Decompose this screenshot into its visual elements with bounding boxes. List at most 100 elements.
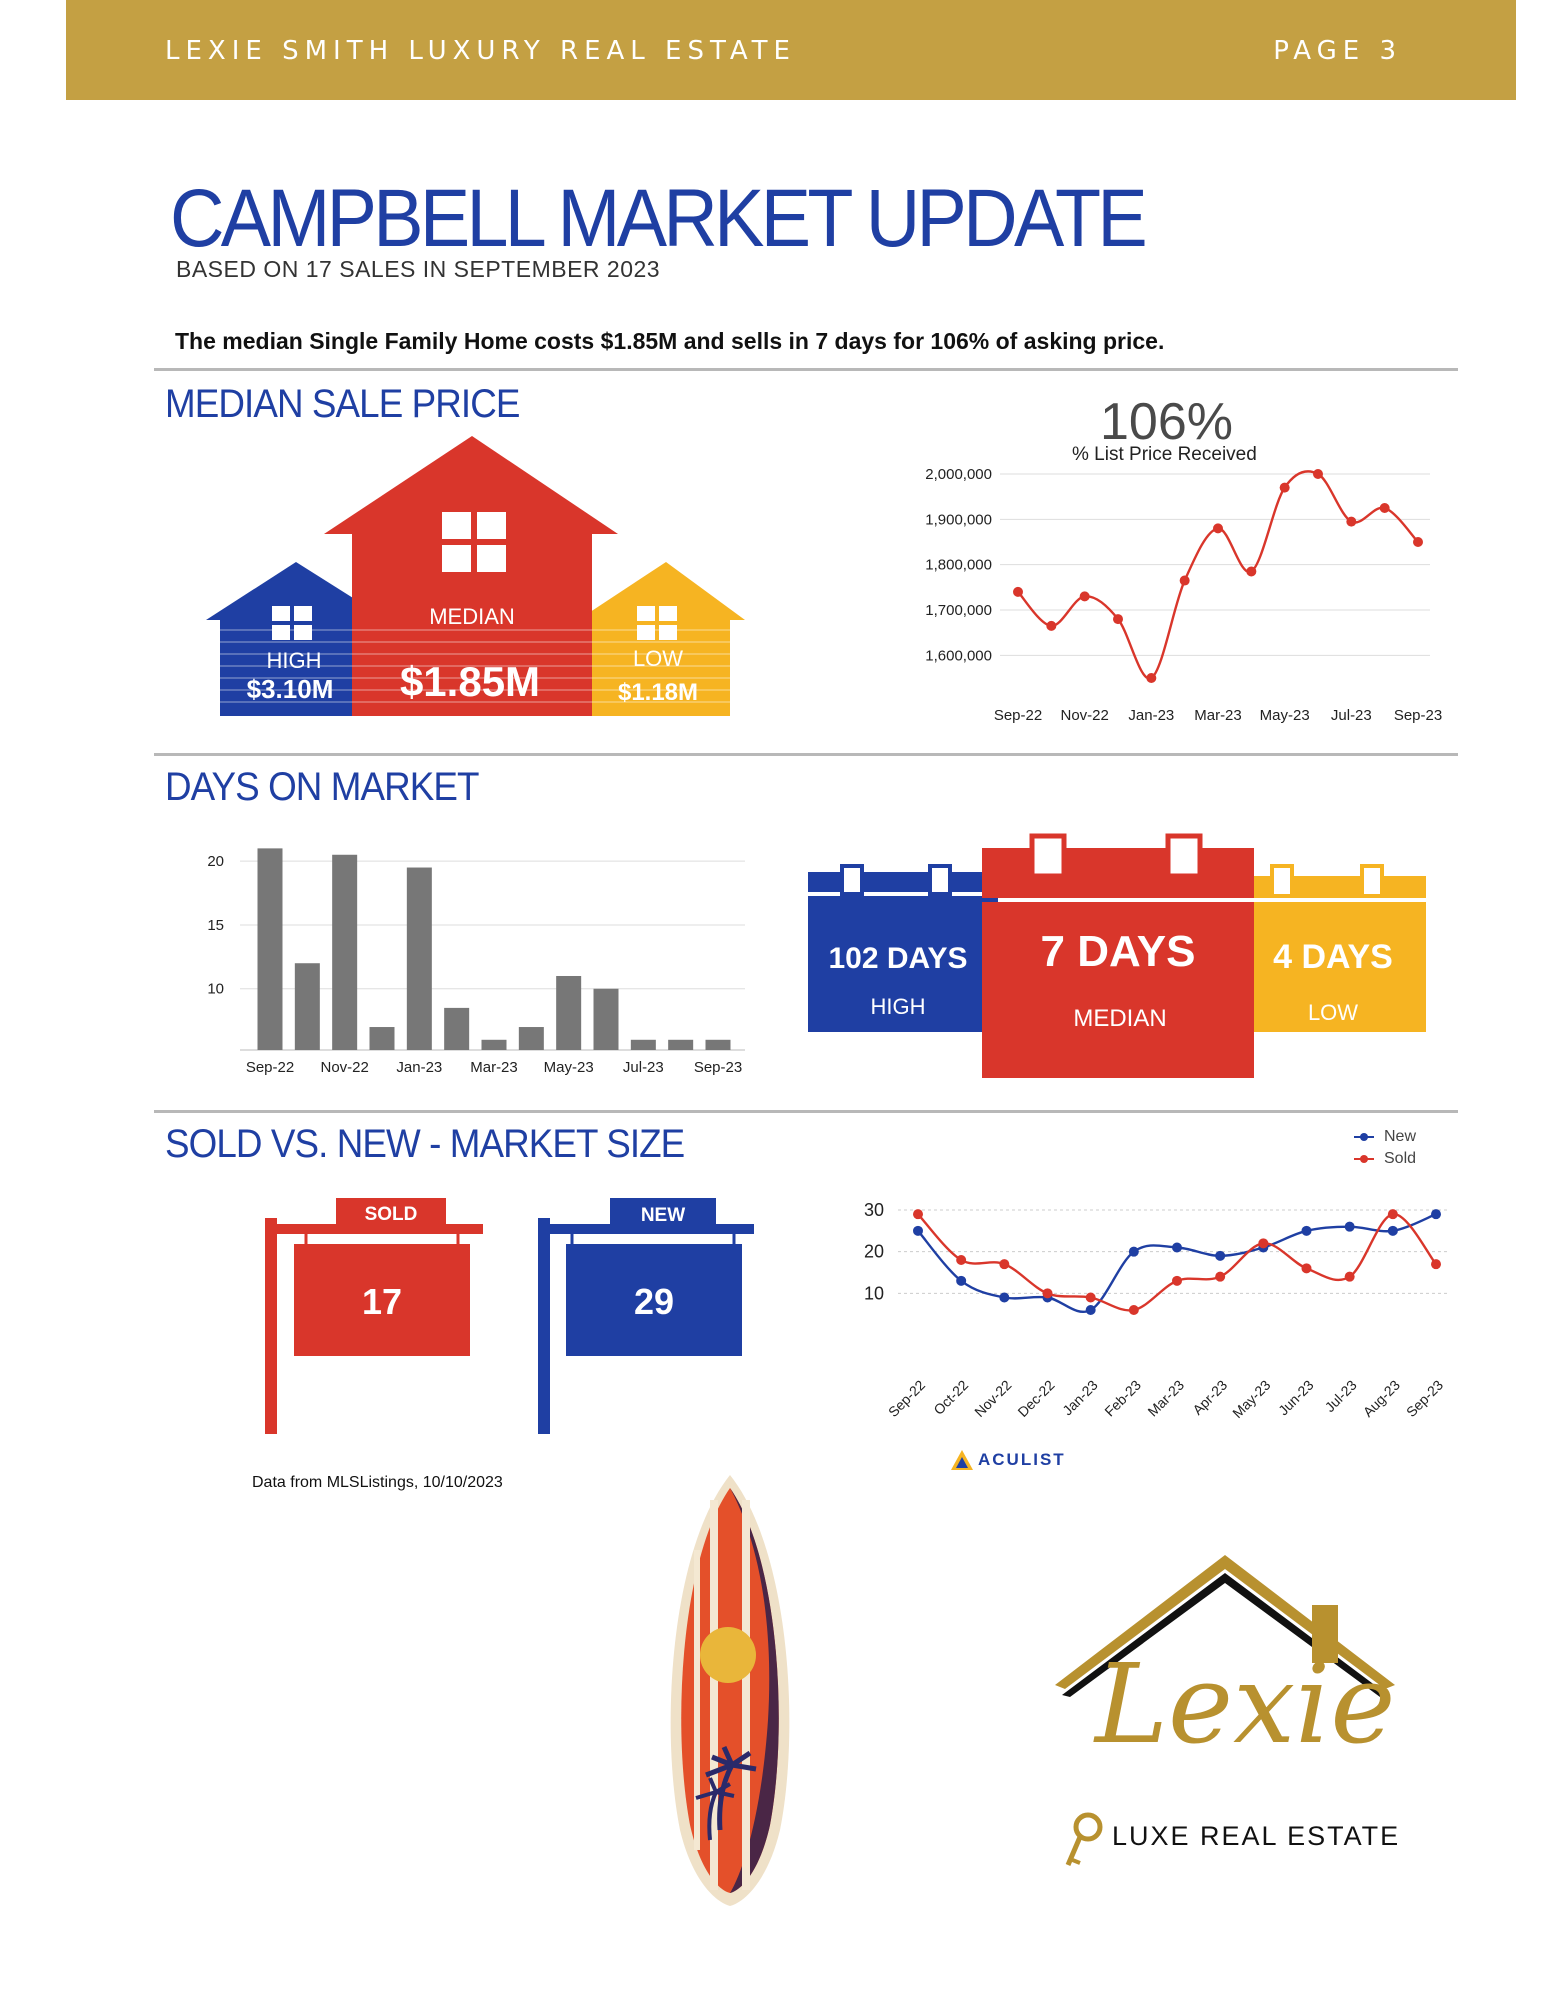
days-on-market-bar-chart: 10 15 20 Sep-22 Nov-22 Jan-23 Mar-23 May-23 Jul-… <box>207 848 745 1076</box>
series-point-sold <box>1344 1271 1355 1282</box>
calendar-high <box>808 896 998 1032</box>
series-point-new <box>956 1275 967 1286</box>
median-price-point <box>1046 620 1057 631</box>
days-bar <box>668 1039 694 1050</box>
series-point-sold <box>999 1259 1010 1270</box>
new-sign-post <box>538 1218 550 1434</box>
sold-sign-board <box>294 1244 470 1356</box>
section-heading-price: MEDIAN SALE PRICE <box>165 382 520 426</box>
divider <box>154 368 1458 371</box>
logo-subtitle: LUXE REAL ESTATE <box>1112 1821 1401 1851</box>
x-tick-label: Sep-22 <box>994 707 1042 724</box>
calendar-high-value: 102 DAYS <box>829 942 968 975</box>
days-bar <box>593 988 619 1050</box>
data-source-note: Data from MLSListings, 10/10/2023 <box>252 1474 503 1491</box>
median-price-point <box>1413 537 1423 547</box>
calendar-low-value: 4 DAYS <box>1273 938 1393 976</box>
list-price-label: % List Price Received <box>1072 444 1257 465</box>
lexie-logo-house-icon <box>1055 1555 1395 1866</box>
house-high-roof <box>206 562 388 620</box>
divider <box>154 753 1458 756</box>
days-bar <box>369 1027 395 1050</box>
house-median-label: MEDIAN <box>429 604 515 629</box>
list-price-percent: 106% <box>1100 393 1233 451</box>
x-tick-label: Sep-22 <box>246 1059 294 1076</box>
price-houses-graphic: HIGH $3.10M MEDIAN $1.85M LOW $1.18M <box>206 436 745 716</box>
y-tick-label: 1,600,000 <box>925 647 992 664</box>
series-point-sold <box>1172 1275 1182 1286</box>
median-price-point <box>1113 614 1123 625</box>
house-high-label: HIGH <box>267 648 322 673</box>
x-tick-label: Jun-23 <box>1275 1377 1317 1419</box>
x-tick-label: Nov-22 <box>1060 707 1108 724</box>
section-heading-days: DAYS ON MARKET <box>165 765 480 809</box>
house-low-value: $1.18M <box>618 679 698 706</box>
x-tick-label: Mar-23 <box>1194 707 1242 724</box>
x-tick-label: Apr-23 <box>1189 1377 1230 1418</box>
x-tick-label: Jul-23 <box>623 1059 664 1076</box>
y-tick-label: 1,900,000 <box>925 511 992 528</box>
x-tick-label: Jan-23 <box>1128 707 1174 724</box>
sold-sign-title-box <box>336 1198 446 1228</box>
x-tick-label: Sep-23 <box>1403 1377 1446 1420</box>
x-tick-label: Dec-22 <box>1014 1377 1057 1420</box>
series-point-new <box>999 1292 1010 1303</box>
summary-sentence: The median Single Family Home costs $1.8… <box>175 328 1165 354</box>
days-bar <box>406 867 432 1050</box>
calendar-median-label: MEDIAN <box>1073 1005 1166 1032</box>
house-median-value: $1.85M <box>400 658 540 705</box>
series-point-sold <box>1301 1263 1312 1274</box>
series-point-sold <box>1042 1288 1053 1299</box>
calendar-low <box>1236 902 1426 1032</box>
page-number: PAGE 3 <box>1273 36 1402 66</box>
x-tick-label: May-23 <box>1260 707 1310 724</box>
series-point-sold <box>1431 1259 1441 1270</box>
divider <box>154 1110 1458 1113</box>
days-bar <box>630 1039 656 1050</box>
y-tick-label: 20 <box>864 1242 884 1262</box>
series-point-sold <box>1085 1292 1096 1303</box>
median-price-point <box>1379 503 1390 513</box>
median-price-point <box>1179 575 1190 586</box>
series-point-sold <box>913 1209 923 1220</box>
surfboard-illustration <box>670 1475 790 1906</box>
median-price-point <box>1079 591 1090 602</box>
series-point-sold <box>956 1255 967 1265</box>
x-tick-label: Sep-23 <box>1394 707 1442 724</box>
x-tick-label: Jan-23 <box>396 1059 442 1076</box>
series-point-new <box>1085 1305 1096 1315</box>
calendar-median <box>982 902 1254 1078</box>
sold-new-signs-graphic: SOLD 17 NEW 29 <box>265 1198 754 1434</box>
median-price-point <box>1279 482 1290 493</box>
y-tick-label: 2,000,000 <box>925 466 992 483</box>
legend-item-sold: Sold <box>1354 1148 1416 1170</box>
days-bar <box>481 1039 507 1050</box>
new-sign-title-box <box>610 1198 716 1228</box>
median-price-point <box>1346 516 1357 527</box>
section-heading-sold-new: SOLD VS. NEW - MARKET SIZE <box>165 1122 685 1166</box>
x-tick-label: Nov-22 <box>971 1377 1014 1420</box>
x-tick-label: Jul-23 <box>1331 707 1372 724</box>
aculist-logo-icon <box>951 1450 973 1470</box>
days-bar <box>556 975 582 1050</box>
calendar-high-label: HIGH <box>871 994 926 1019</box>
calendar-low-label: LOW <box>1308 1000 1358 1025</box>
sold-sign-post <box>265 1218 277 1434</box>
series-point-sold <box>1128 1305 1139 1315</box>
days-calendars-graphic: 102 DAYS HIGH 7 DAYS MEDIAN 4 DAYS LOW <box>808 833 1426 1078</box>
house-low-label: LOW <box>633 646 683 671</box>
y-tick-label: 10 <box>864 1283 884 1303</box>
series-point-sold <box>1215 1271 1226 1282</box>
x-tick-label: Feb-23 <box>1101 1377 1144 1420</box>
x-tick-label: Jan-23 <box>1059 1377 1101 1419</box>
y-tick-label: 10 <box>207 981 224 998</box>
series-point-new <box>1301 1225 1312 1236</box>
new-sign-title: NEW <box>641 1205 685 1226</box>
sold-new-legend: New Sold <box>1354 1126 1416 1170</box>
y-tick-label: 20 <box>207 853 224 870</box>
median-price-line-chart: 1,600,000 1,700,000 1,800,000 1,900,000 2,00… <box>925 466 1442 724</box>
series-point-new <box>1215 1250 1226 1261</box>
house-low-roof <box>578 562 745 620</box>
x-tick-label: Sep-23 <box>694 1059 742 1076</box>
sold-sign-title: SOLD <box>365 1204 418 1225</box>
